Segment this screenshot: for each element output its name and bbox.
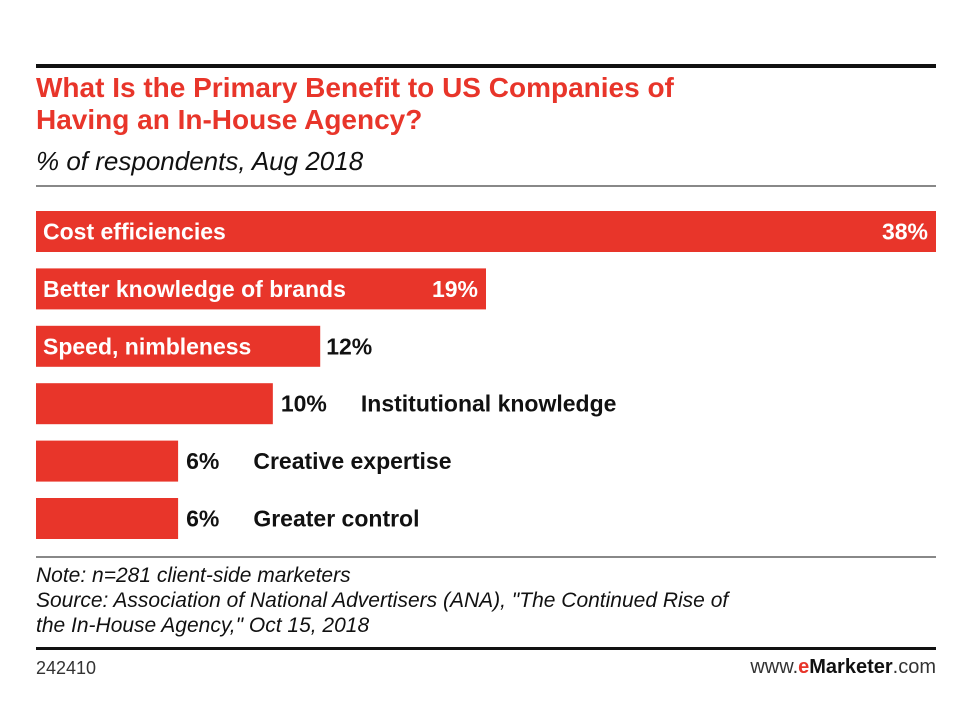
site-e-mark: e: [798, 656, 810, 678]
site-url: www.eMarketer.com: [750, 656, 936, 679]
bar-0: [36, 211, 936, 252]
chart-title-line-1: What Is the Primary Benefit to US Compan…: [36, 72, 674, 103]
bar-3: [36, 383, 273, 425]
note-text: Note: n=281 client-side marketers: [36, 564, 351, 587]
chart-subtitle: % of respondents, Aug 2018: [36, 146, 364, 176]
chart-title-line-2: Having an In-House Agency?: [36, 104, 423, 135]
value-label-4: 6%: [186, 448, 219, 474]
source-text-line-2: the In-House Agency," Oct 15, 2018: [36, 614, 370, 637]
bar-2: [36, 325, 321, 367]
value-label-5: 6%: [186, 506, 219, 532]
source-text-line-1: Source: Association of National Advertis…: [36, 589, 729, 612]
category-label-4: Creative expertise: [253, 448, 451, 474]
note-rule: [36, 556, 936, 558]
value-label-3: 10%: [281, 391, 327, 417]
chart-id: 242410: [36, 658, 97, 678]
category-label-1: Better knowledge of brands: [43, 276, 346, 302]
top-rule: [36, 64, 936, 68]
bar-4: [36, 440, 179, 482]
value-label-0: 38%: [882, 219, 928, 245]
subtitle-rule: [36, 185, 936, 187]
bottom-rule: [36, 647, 936, 650]
chart-note: Note: n=281 client-side marketers Source…: [36, 563, 936, 638]
value-label-1: 19%: [432, 276, 478, 302]
value-label-2: 12%: [326, 333, 372, 359]
category-label-3: Institutional knowledge: [361, 391, 617, 417]
chart-title: What Is the Primary Benefit to US Compan…: [36, 72, 936, 136]
bar-1: [36, 268, 486, 310]
site-brand: Marketer: [809, 656, 893, 678]
site-suffix: .com: [892, 656, 936, 678]
category-label-5: Greater control: [253, 506, 419, 532]
bar-5: [36, 498, 179, 539]
category-label-0: Cost efficiencies: [43, 219, 226, 245]
site-prefix: www.: [750, 656, 799, 678]
category-label-2: Speed, nimbleness: [43, 333, 251, 359]
